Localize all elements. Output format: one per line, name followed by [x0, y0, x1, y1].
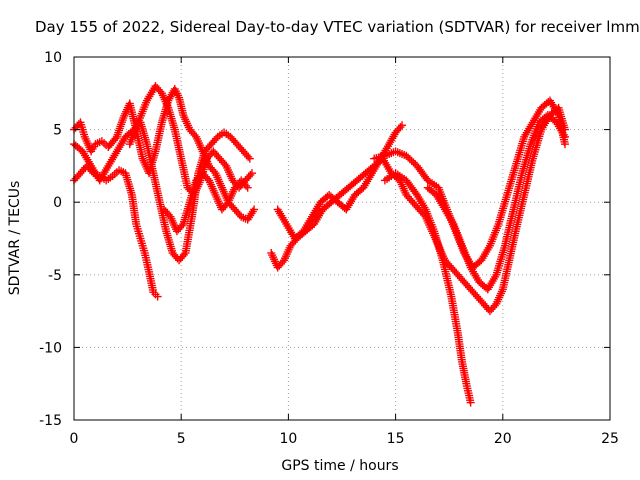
y-tick-labels: -15 -10 -5 0 5 10 [39, 50, 62, 429]
track-c-point [244, 152, 253, 161]
chart-title: Day 155 of 2022, Sidereal Day-to-day VTE… [35, 18, 640, 36]
track-i-point [409, 158, 418, 167]
y-tick-label: -5 [48, 268, 62, 284]
x-tick-label: 25 [601, 431, 619, 447]
track-i-point [405, 155, 414, 164]
track-b-point [153, 292, 162, 301]
y-tick-label: 5 [53, 123, 62, 139]
track-h-point [466, 398, 475, 407]
x-tick-label: 0 [70, 431, 79, 447]
track-a-point [250, 205, 259, 214]
track-i-point [404, 153, 413, 162]
track-e-point [242, 181, 251, 190]
track-i-point [560, 140, 569, 149]
track-d-point [246, 170, 255, 179]
track-g-point [398, 121, 407, 130]
y-tick-label: -15 [39, 413, 62, 429]
plot-frame [73, 56, 611, 421]
data-markers [70, 82, 569, 407]
x-tick-label: 5 [177, 431, 186, 447]
track-i-point [402, 151, 411, 160]
track-e-point [243, 183, 252, 192]
x-tick-label: 10 [279, 431, 297, 447]
x-axis-label: GPS time / hours [281, 458, 398, 474]
track-c-point [245, 154, 254, 163]
track-j-point [560, 132, 569, 141]
x-tick-label: 15 [387, 431, 405, 447]
x-tick-label: 20 [494, 431, 512, 447]
gridlines [74, 57, 610, 420]
y-tick-label: -10 [39, 340, 62, 356]
x-tick-labels: 0 5 10 15 20 25 [70, 431, 619, 447]
track-i-point [407, 156, 416, 165]
y-tick-label: 10 [44, 50, 62, 66]
y-axis-label: SDTVAR / TECUs [7, 181, 23, 296]
track-d-point [247, 169, 256, 178]
axis-ticks [73, 56, 611, 421]
track-c-point [179, 250, 188, 259]
track-g-point [396, 123, 405, 132]
y-tick-label: 0 [53, 195, 62, 211]
